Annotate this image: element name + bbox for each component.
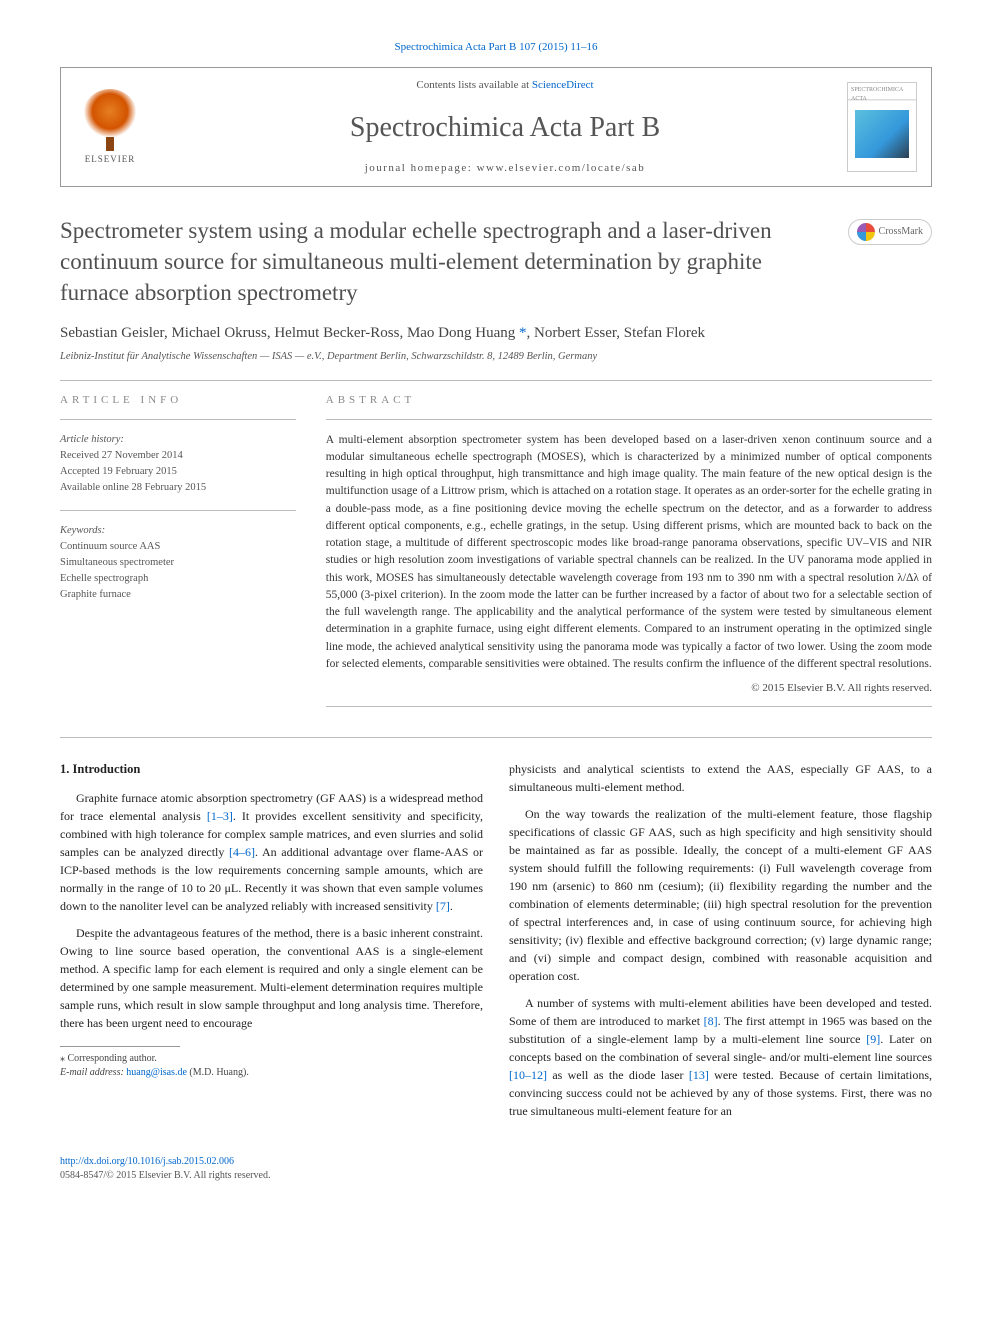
keywords-block: Keywords: Continuum source AAS Simultane… <box>60 523 296 603</box>
homepage-url[interactable]: www.elsevier.com/locate/sab <box>477 162 646 174</box>
crossmark-badge[interactable]: CrossMark <box>848 219 932 245</box>
author-email-link[interactable]: huang@isas.de <box>126 1067 187 1078</box>
divider <box>60 380 932 381</box>
footnote-separator <box>60 1046 180 1047</box>
corresponding-author-footnote: ⁎ Corresponding author. E-mail address: … <box>60 1052 483 1080</box>
citation-link[interactable]: [1–3] <box>207 809 233 823</box>
history-label: Article history: <box>60 432 296 448</box>
received-date: Received 27 November 2014 <box>60 448 296 464</box>
journal-homepage: journal homepage: www.elsevier.com/locat… <box>163 161 847 176</box>
divider <box>60 737 932 738</box>
issn-copyright: 0584-8547/© 2015 Elsevier B.V. All right… <box>60 1169 932 1183</box>
text: . <box>450 899 453 913</box>
body-column-right: physicists and analytical scientists to … <box>509 760 932 1129</box>
doi-link[interactable]: http://dx.doi.org/10.1016/j.sab.2015.02.… <box>60 1155 932 1169</box>
author-list: Sebastian Geisler, Michael Okruss, Helmu… <box>60 323 932 344</box>
email-suffix: (M.D. Huang). <box>187 1067 249 1078</box>
keyword: Simultaneous spectrometer <box>60 555 296 571</box>
citation-link[interactable]: [7] <box>436 899 450 913</box>
publisher-logo: ELSEVIER <box>75 87 145 167</box>
authors-pre: Sebastian Geisler, Michael Okruss, Helmu… <box>60 325 519 341</box>
divider <box>326 706 932 707</box>
authors-post: , Norbert Esser, Stefan Florek <box>527 325 706 341</box>
introduction-heading: 1. Introduction <box>60 760 483 779</box>
body-paragraph: Despite the advantageous features of the… <box>60 924 483 1032</box>
divider <box>60 419 296 420</box>
elsevier-tree-icon <box>82 89 138 145</box>
body-paragraph: physicists and analytical scientists to … <box>509 760 932 796</box>
corr-author-label: ⁎ Corresponding author. <box>60 1052 483 1066</box>
accepted-date: Accepted 19 February 2015 <box>60 464 296 480</box>
citation-link[interactable]: [9] <box>866 1032 880 1046</box>
citation-link[interactable]: [13] <box>689 1068 709 1082</box>
keyword: Graphite furnace <box>60 587 296 603</box>
email-label: E-mail address: <box>60 1067 126 1078</box>
body-paragraph: A number of systems with multi-element a… <box>509 994 932 1120</box>
homepage-prefix: journal homepage: <box>365 162 477 174</box>
citation-link[interactable]: [8] <box>704 1014 718 1028</box>
keywords-label: Keywords: <box>60 523 296 539</box>
corresponding-star-icon[interactable]: * <box>519 325 527 341</box>
article-history: Article history: Received 27 November 20… <box>60 432 296 496</box>
keyword: Echelle spectrograph <box>60 571 296 587</box>
divider <box>60 510 296 511</box>
body-paragraph: On the way towards the realization of th… <box>509 805 932 985</box>
journal-title: Spectrochimica Acta Part B <box>163 108 847 147</box>
text: as well as the diode laser <box>547 1068 689 1082</box>
contents-prefix: Contents lists available at <box>416 79 531 91</box>
keyword: Continuum source AAS <box>60 539 296 555</box>
body-column-left: 1. Introduction Graphite furnace atomic … <box>60 760 483 1129</box>
journal-citation[interactable]: Spectrochimica Acta Part B 107 (2015) 11… <box>60 40 932 55</box>
crossmark-label: CrossMark <box>879 225 923 239</box>
abstract-text: A multi-element absorption spectrometer … <box>326 432 932 674</box>
citation-link[interactable]: [10–12] <box>509 1068 547 1082</box>
body-paragraph: Graphite furnace atomic absorption spect… <box>60 789 483 915</box>
abstract-copyright: © 2015 Elsevier B.V. All rights reserved… <box>326 681 932 696</box>
sciencedirect-link[interactable]: ScienceDirect <box>532 79 594 91</box>
abstract-heading: ABSTRACT <box>326 393 932 408</box>
article-info-heading: ARTICLE INFO <box>60 393 296 408</box>
citation-link[interactable]: [4–6] <box>229 845 255 859</box>
online-date: Available online 28 February 2015 <box>60 480 296 496</box>
journal-header: ELSEVIER Contents lists available at Sci… <box>60 67 932 187</box>
publisher-name: ELSEVIER <box>85 153 136 166</box>
journal-cover-thumbnail: SPECTROCHIMICA ACTA <box>847 82 917 172</box>
article-title: Spectrometer system using a modular eche… <box>60 215 932 308</box>
crossmark-icon <box>857 223 875 241</box>
divider <box>326 419 932 420</box>
page-footer: http://dx.doi.org/10.1016/j.sab.2015.02.… <box>60 1155 932 1183</box>
affiliation: Leibniz-Institut für Analytische Wissens… <box>60 350 932 365</box>
contents-available: Contents lists available at ScienceDirec… <box>163 78 847 93</box>
